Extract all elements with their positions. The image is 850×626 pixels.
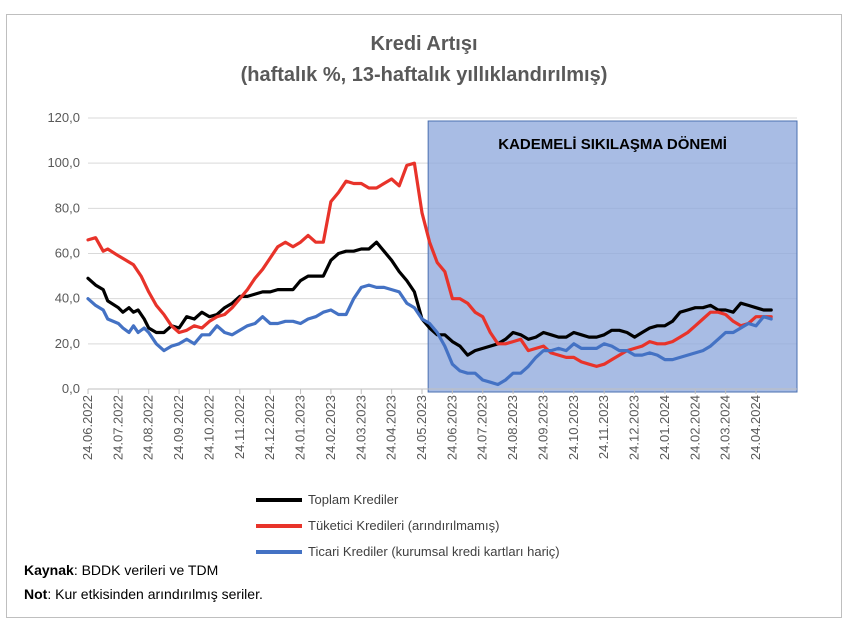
shaded-region-label: KADEMELİ SIKILAŞMA DÖNEMİ [498,136,727,153]
x-tick-label-9: 24.03.2023 [353,395,368,460]
x-tick-label-21: 24.03.2024 [718,395,733,460]
x-tick-label-2: 24.08.2022 [141,395,156,460]
chart-title: Kredi Artışı [370,33,477,55]
series-line-2 [86,283,773,387]
legend-label-0: Toplam Krediler [308,492,399,507]
x-tick-label-16: 24.10.2023 [566,395,581,460]
x-tick-label-20: 24.02.2024 [687,395,702,460]
x-tick-label-22: 24.04.2024 [748,395,763,460]
x-tick-label-7: 24.01.2023 [293,395,308,460]
series-lines [86,161,773,387]
source-note: Kaynak: BDDK verileri ve TDM [24,562,218,578]
x-tick-label-6: 24.12.2022 [262,395,277,460]
x-tick-label-18: 24.12.2023 [627,395,642,460]
source-label: Kaynak [24,562,74,578]
x-tick-label-10: 24.04.2023 [384,395,399,460]
y-axis: 0,0 20,0 40,0 60,0 80,0 100,0 120,0 [47,110,80,396]
source-text: : BDDK verileri ve TDM [73,562,219,578]
shaded-region: KADEMELİ SIKILAŞMA DÖNEMİ [427,120,798,393]
x-axis: 24.06.2022 24.07.2022 24.08.2022 24.09.2022… [80,388,797,460]
x-tick-label-12: 24.06.2023 [444,395,459,460]
note-label: Not [24,586,48,602]
y-tick-label-5: 100,0 [47,155,80,170]
y-tick-label-0: 0,0 [62,381,80,396]
x-tick-label-13: 24.07.2023 [475,395,490,460]
y-tick-label-4: 80,0 [55,200,80,215]
legend-label-2: Ticari Krediler (kurumsal kredi kartları… [308,544,560,559]
x-tick-label-15: 24.09.2023 [535,395,550,460]
shaded-region-box [427,120,798,393]
chart-subtitle: (haftalık %, 13-haftalık yıllıklandırılm… [241,64,608,86]
x-tick-label-8: 24.02.2023 [323,395,338,460]
legend: Toplam Krediler Tüketici Kredileri (arınd… [256,492,560,559]
y-tick-label-2: 40,0 [55,291,80,306]
x-tick-label-14: 24.08.2023 [505,395,520,460]
x-tick-label-17: 24.11.2023 [596,395,611,459]
legend-label-1: Tüketici Kredileri (arındırılmamış) [308,518,499,533]
x-tick-label-1: 24.07.2022 [110,395,125,460]
x-tick-label-0: 24.06.2022 [80,395,95,460]
y-tick-label-6: 120,0 [47,110,80,125]
x-tick-label-5: 24.11.2022 [232,395,247,459]
x-tick-label-11: 24.05.2023 [414,395,429,460]
x-tick-label-3: 24.09.2022 [171,395,186,460]
series-line-1 [86,161,773,368]
x-tick-label-19: 24.01.2024 [657,395,672,460]
x-tick-label-4: 24.10.2022 [201,395,216,460]
footnote: Not: Kur etkisinden arındırılmış seriler… [24,586,263,602]
y-tick-label-3: 60,0 [55,246,80,261]
y-tick-label-1: 20,0 [55,336,80,351]
note-text: : Kur etkisinden arındırılmış seriler. [47,586,263,602]
chart-frame [6,14,842,618]
